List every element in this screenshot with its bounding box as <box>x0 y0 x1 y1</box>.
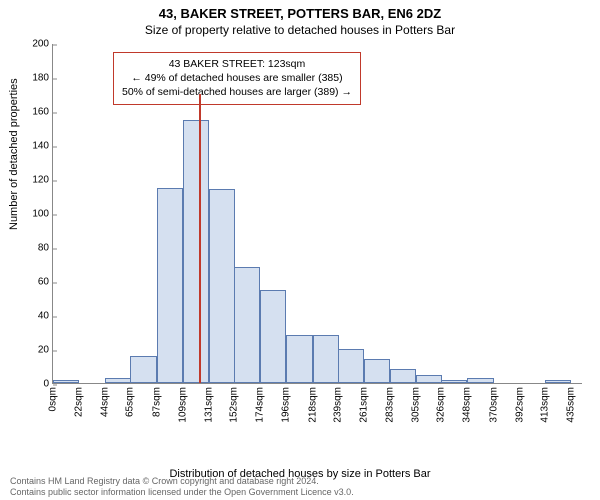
x-tick: 283sqm <box>385 383 396 423</box>
info-box: 43 BAKER STREET: 123sqm ← 49% of detache… <box>113 52 361 105</box>
histogram-bar <box>286 335 312 383</box>
x-tick: 174sqm <box>255 383 266 423</box>
x-tick: 196sqm <box>281 383 292 423</box>
histogram-bar <box>53 380 79 383</box>
x-tick: 109sqm <box>177 383 188 423</box>
x-tick: 22sqm <box>74 383 85 417</box>
x-tick: 261sqm <box>358 383 369 423</box>
x-tick: 305sqm <box>411 383 422 423</box>
info-line-1: 43 BAKER STREET: 123sqm <box>122 57 352 71</box>
x-tick: 370sqm <box>488 383 499 423</box>
x-tick: 65sqm <box>125 383 136 417</box>
x-tick: 348sqm <box>462 383 473 423</box>
x-tick: 392sqm <box>514 383 525 423</box>
y-axis-label: Number of detached properties <box>8 78 20 230</box>
attribution-line-1: Contains HM Land Registry data © Crown c… <box>10 476 354 487</box>
x-tick: 413sqm <box>539 383 550 423</box>
histogram-bar <box>157 188 183 384</box>
y-tick: 180 <box>32 73 53 84</box>
y-tick: 100 <box>32 209 53 220</box>
x-tick: 239sqm <box>332 383 343 423</box>
histogram-bar <box>467 378 493 383</box>
histogram-bar <box>441 380 467 383</box>
chart-subtitle: Size of property relative to detached ho… <box>0 21 600 37</box>
y-tick: 120 <box>32 175 53 186</box>
histogram-bar <box>313 335 339 383</box>
attribution: Contains HM Land Registry data © Crown c… <box>10 476 354 498</box>
y-tick: 200 <box>32 39 53 50</box>
attribution-line-2: Contains public sector information licen… <box>10 487 354 498</box>
info-line-3: 50% of semi-detached houses are larger (… <box>122 85 352 99</box>
histogram-bar <box>260 290 286 384</box>
histogram-bar <box>416 375 442 384</box>
x-tick: 0sqm <box>48 383 59 411</box>
histogram-bar <box>545 380 571 383</box>
y-tick: 60 <box>38 277 53 288</box>
plot-area: 43 BAKER STREET: 123sqm ← 49% of detache… <box>52 44 582 384</box>
y-tick: 40 <box>38 311 53 322</box>
histogram-bar <box>183 120 209 384</box>
chart-title: 43, BAKER STREET, POTTERS BAR, EN6 2DZ <box>0 0 600 21</box>
histogram-bar <box>364 359 390 383</box>
x-tick: 326sqm <box>436 383 447 423</box>
y-tick: 140 <box>32 141 53 152</box>
x-tick: 435sqm <box>566 383 577 423</box>
y-tick: 80 <box>38 243 53 254</box>
chart-container: 43 BAKER STREET: 123sqm ← 49% of detache… <box>52 44 582 414</box>
histogram-bar <box>130 356 156 383</box>
histogram-bar <box>234 267 260 383</box>
marker-line <box>199 94 201 383</box>
info-line-2: ← 49% of detached houses are smaller (38… <box>122 71 352 85</box>
x-tick: 44sqm <box>100 383 111 417</box>
y-tick: 160 <box>32 107 53 118</box>
y-tick: 20 <box>38 345 53 356</box>
x-tick: 131sqm <box>204 383 215 423</box>
histogram-bar <box>209 189 235 383</box>
histogram-bar <box>390 369 416 383</box>
histogram-bar <box>105 378 131 383</box>
x-tick: 218sqm <box>307 383 318 423</box>
histogram-bar <box>338 349 364 383</box>
x-tick: 87sqm <box>151 383 162 417</box>
x-tick: 152sqm <box>229 383 240 423</box>
